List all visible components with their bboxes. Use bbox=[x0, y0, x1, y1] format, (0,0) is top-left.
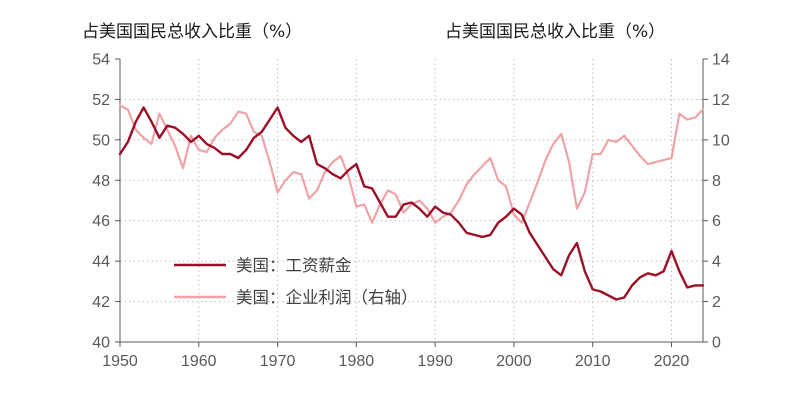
y-left-tick-label: 46 bbox=[92, 213, 110, 230]
y-right-tick-label: 6 bbox=[712, 213, 721, 230]
y-right-axis-title: 占美国国民总收入比重（%） bbox=[445, 22, 665, 42]
y-left-tick-label: 54 bbox=[92, 52, 110, 69]
y-right-tick-label: 0 bbox=[712, 335, 721, 352]
y-right-tick-label: 10 bbox=[712, 132, 730, 149]
series-line-profits bbox=[118, 104, 705, 224]
y-right-tick-label: 2 bbox=[712, 294, 721, 311]
y-left-tick-label: 50 bbox=[92, 132, 110, 149]
series-layer bbox=[118, 104, 705, 301]
x-tick-label: 1980 bbox=[339, 353, 375, 370]
series-line-wages bbox=[118, 106, 705, 301]
y-right-tick-label: 4 bbox=[712, 254, 721, 271]
x-tick-label: 2000 bbox=[496, 353, 532, 370]
x-tick-label: 1970 bbox=[260, 353, 296, 370]
y-left-tick-label: 52 bbox=[92, 92, 110, 109]
y-left-tick-label: 40 bbox=[92, 335, 110, 352]
y-left-axis-title: 占美国国民总收入比重（%） bbox=[82, 22, 302, 42]
x-tick-label: 1990 bbox=[417, 353, 453, 370]
legend-label: 美国：工资薪金 bbox=[236, 256, 352, 275]
y-left-tick-label: 44 bbox=[92, 254, 110, 271]
legend-label: 美国：企业利润（右轴） bbox=[236, 288, 418, 307]
x-tick-label: 2010 bbox=[575, 353, 611, 370]
x-tick-label: 1950 bbox=[102, 353, 138, 370]
x-tick-label: 1960 bbox=[181, 353, 217, 370]
y-left-tick-label: 48 bbox=[92, 173, 110, 190]
y-right-tick-label: 8 bbox=[712, 173, 721, 190]
y-right-tick-label: 14 bbox=[712, 52, 730, 69]
x-tick-label: 2020 bbox=[654, 353, 690, 370]
y-right-tick-label: 12 bbox=[712, 92, 730, 109]
y-left-tick-label: 42 bbox=[92, 294, 110, 311]
